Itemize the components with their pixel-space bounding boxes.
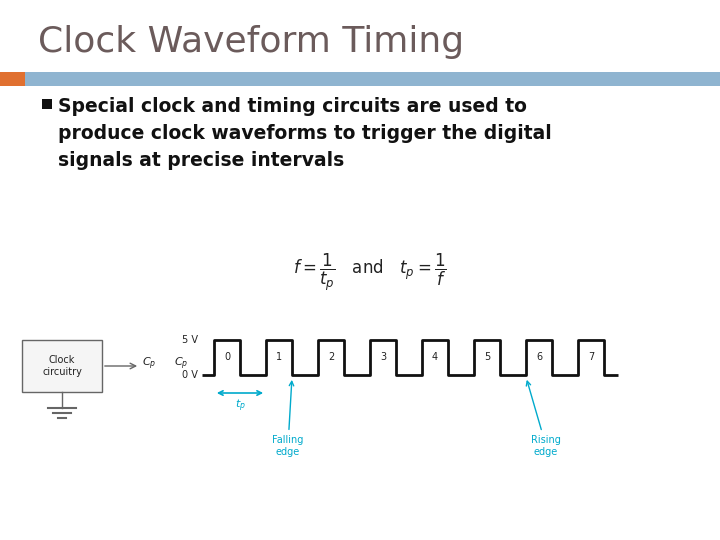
Bar — [42, 99, 52, 109]
Text: 7: 7 — [588, 353, 594, 362]
Text: 4: 4 — [432, 353, 438, 362]
Text: $C_p$: $C_p$ — [174, 356, 189, 372]
Text: Rising
edge: Rising edge — [526, 381, 561, 457]
Text: Clock Waveform Timing: Clock Waveform Timing — [38, 25, 464, 59]
Text: 5: 5 — [484, 353, 490, 362]
Text: Falling
edge: Falling edge — [272, 381, 304, 457]
Text: 3: 3 — [380, 353, 386, 362]
Text: Special clock and timing circuits are used to
produce clock waveforms to trigger: Special clock and timing circuits are us… — [58, 97, 552, 171]
Bar — [22, 340, 102, 392]
Text: $C_p$: $C_p$ — [142, 356, 156, 372]
Text: 5 V: 5 V — [182, 335, 198, 345]
Text: 2: 2 — [328, 353, 334, 362]
Text: $f = \dfrac{1}{t_p}$$\quad \mathrm{and} \quad$$t_p = \dfrac{1}{f}$: $f = \dfrac{1}{t_p}$$\quad \mathrm{and} … — [293, 251, 447, 293]
Text: Clock
circuitry: Clock circuitry — [42, 355, 82, 377]
Text: 0: 0 — [224, 353, 230, 362]
Bar — [0, 72, 25, 86]
Bar — [0, 72, 720, 86]
Text: 6: 6 — [536, 353, 542, 362]
Text: 0 V: 0 V — [182, 370, 198, 380]
Text: 1: 1 — [276, 353, 282, 362]
Text: $t_p$: $t_p$ — [235, 398, 246, 414]
